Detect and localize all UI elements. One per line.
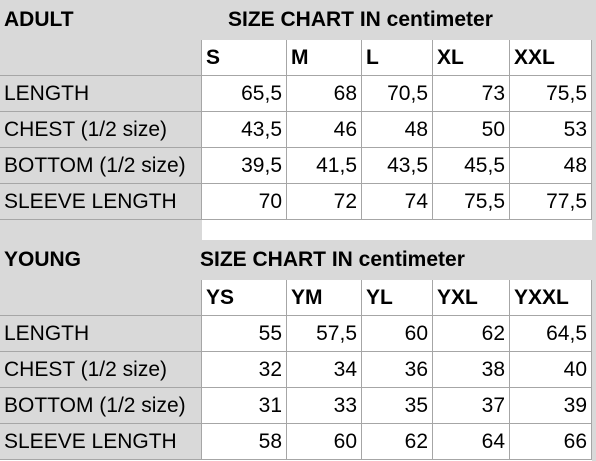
size-value: 48 (362, 112, 433, 148)
size-value: 37 (433, 388, 510, 424)
size-value: 73 (433, 76, 510, 112)
size-value: 62 (433, 316, 510, 352)
size-value: 75,5 (510, 76, 592, 112)
size-value: 43,5 (362, 148, 433, 184)
section-title: YOUNG (0, 240, 200, 280)
size-header: YL (362, 280, 433, 316)
size-value: 74 (362, 184, 433, 220)
row-label: LENGTH (0, 316, 202, 352)
size-header: XXL (510, 40, 592, 76)
section-subtitle: SIZE CHART IN centimeter (228, 0, 588, 40)
size-value: 60 (287, 424, 362, 460)
row-label: CHEST (1/2 size) (0, 112, 202, 148)
size-value: 70,5 (362, 76, 433, 112)
size-header: YS (202, 280, 287, 316)
size-value: 75,5 (433, 184, 510, 220)
header-label-cell (0, 40, 202, 76)
size-header: YXL (433, 280, 510, 316)
size-value: 55 (202, 316, 287, 352)
row-label: BOTTOM (1/2 size) (0, 388, 202, 424)
size-value: 66 (510, 424, 592, 460)
size-header: YXXL (510, 280, 592, 316)
size-value: 64,5 (510, 316, 592, 352)
section-title: ADULT (0, 0, 200, 40)
row-label: BOTTOM (1/2 size) (0, 148, 202, 184)
row-label: SLEEVE LENGTH (0, 184, 202, 220)
size-value: 39,5 (202, 148, 287, 184)
size-value: 68 (287, 76, 362, 112)
size-value: 50 (433, 112, 510, 148)
size-value: 62 (362, 424, 433, 460)
size-header: M (287, 40, 362, 76)
size-value: 38 (433, 352, 510, 388)
size-header: YM (287, 280, 362, 316)
blank-row (202, 220, 592, 240)
row-label: LENGTH (0, 76, 202, 112)
size-value: 60 (362, 316, 433, 352)
size-value: 53 (510, 112, 592, 148)
header-label-cell (0, 280, 202, 316)
size-value: 34 (287, 352, 362, 388)
size-value: 33 (287, 388, 362, 424)
section-subtitle: SIZE CHART IN centimeter (200, 240, 560, 280)
size-value: 31 (202, 388, 287, 424)
blank-row (0, 220, 202, 240)
size-value: 48 (510, 148, 592, 184)
size-value: 39 (510, 388, 592, 424)
size-value: 32 (202, 352, 287, 388)
size-value: 43,5 (202, 112, 287, 148)
size-value: 70 (202, 184, 287, 220)
size-value: 41,5 (287, 148, 362, 184)
row-label: SLEEVE LENGTH (0, 424, 202, 460)
size-value: 77,5 (510, 184, 592, 220)
size-header: S (202, 40, 287, 76)
size-value: 45,5 (433, 148, 510, 184)
size-value: 35 (362, 388, 433, 424)
size-value: 64 (433, 424, 510, 460)
size-value: 36 (362, 352, 433, 388)
row-label: CHEST (1/2 size) (0, 352, 202, 388)
size-value: 65,5 (202, 76, 287, 112)
size-value: 40 (510, 352, 592, 388)
size-value: 58 (202, 424, 287, 460)
right-edge (592, 40, 596, 461)
size-value: 72 (287, 184, 362, 220)
size-value: 57,5 (287, 316, 362, 352)
size-value: 46 (287, 112, 362, 148)
size-header: L (362, 40, 433, 76)
size-header: XL (433, 40, 510, 76)
